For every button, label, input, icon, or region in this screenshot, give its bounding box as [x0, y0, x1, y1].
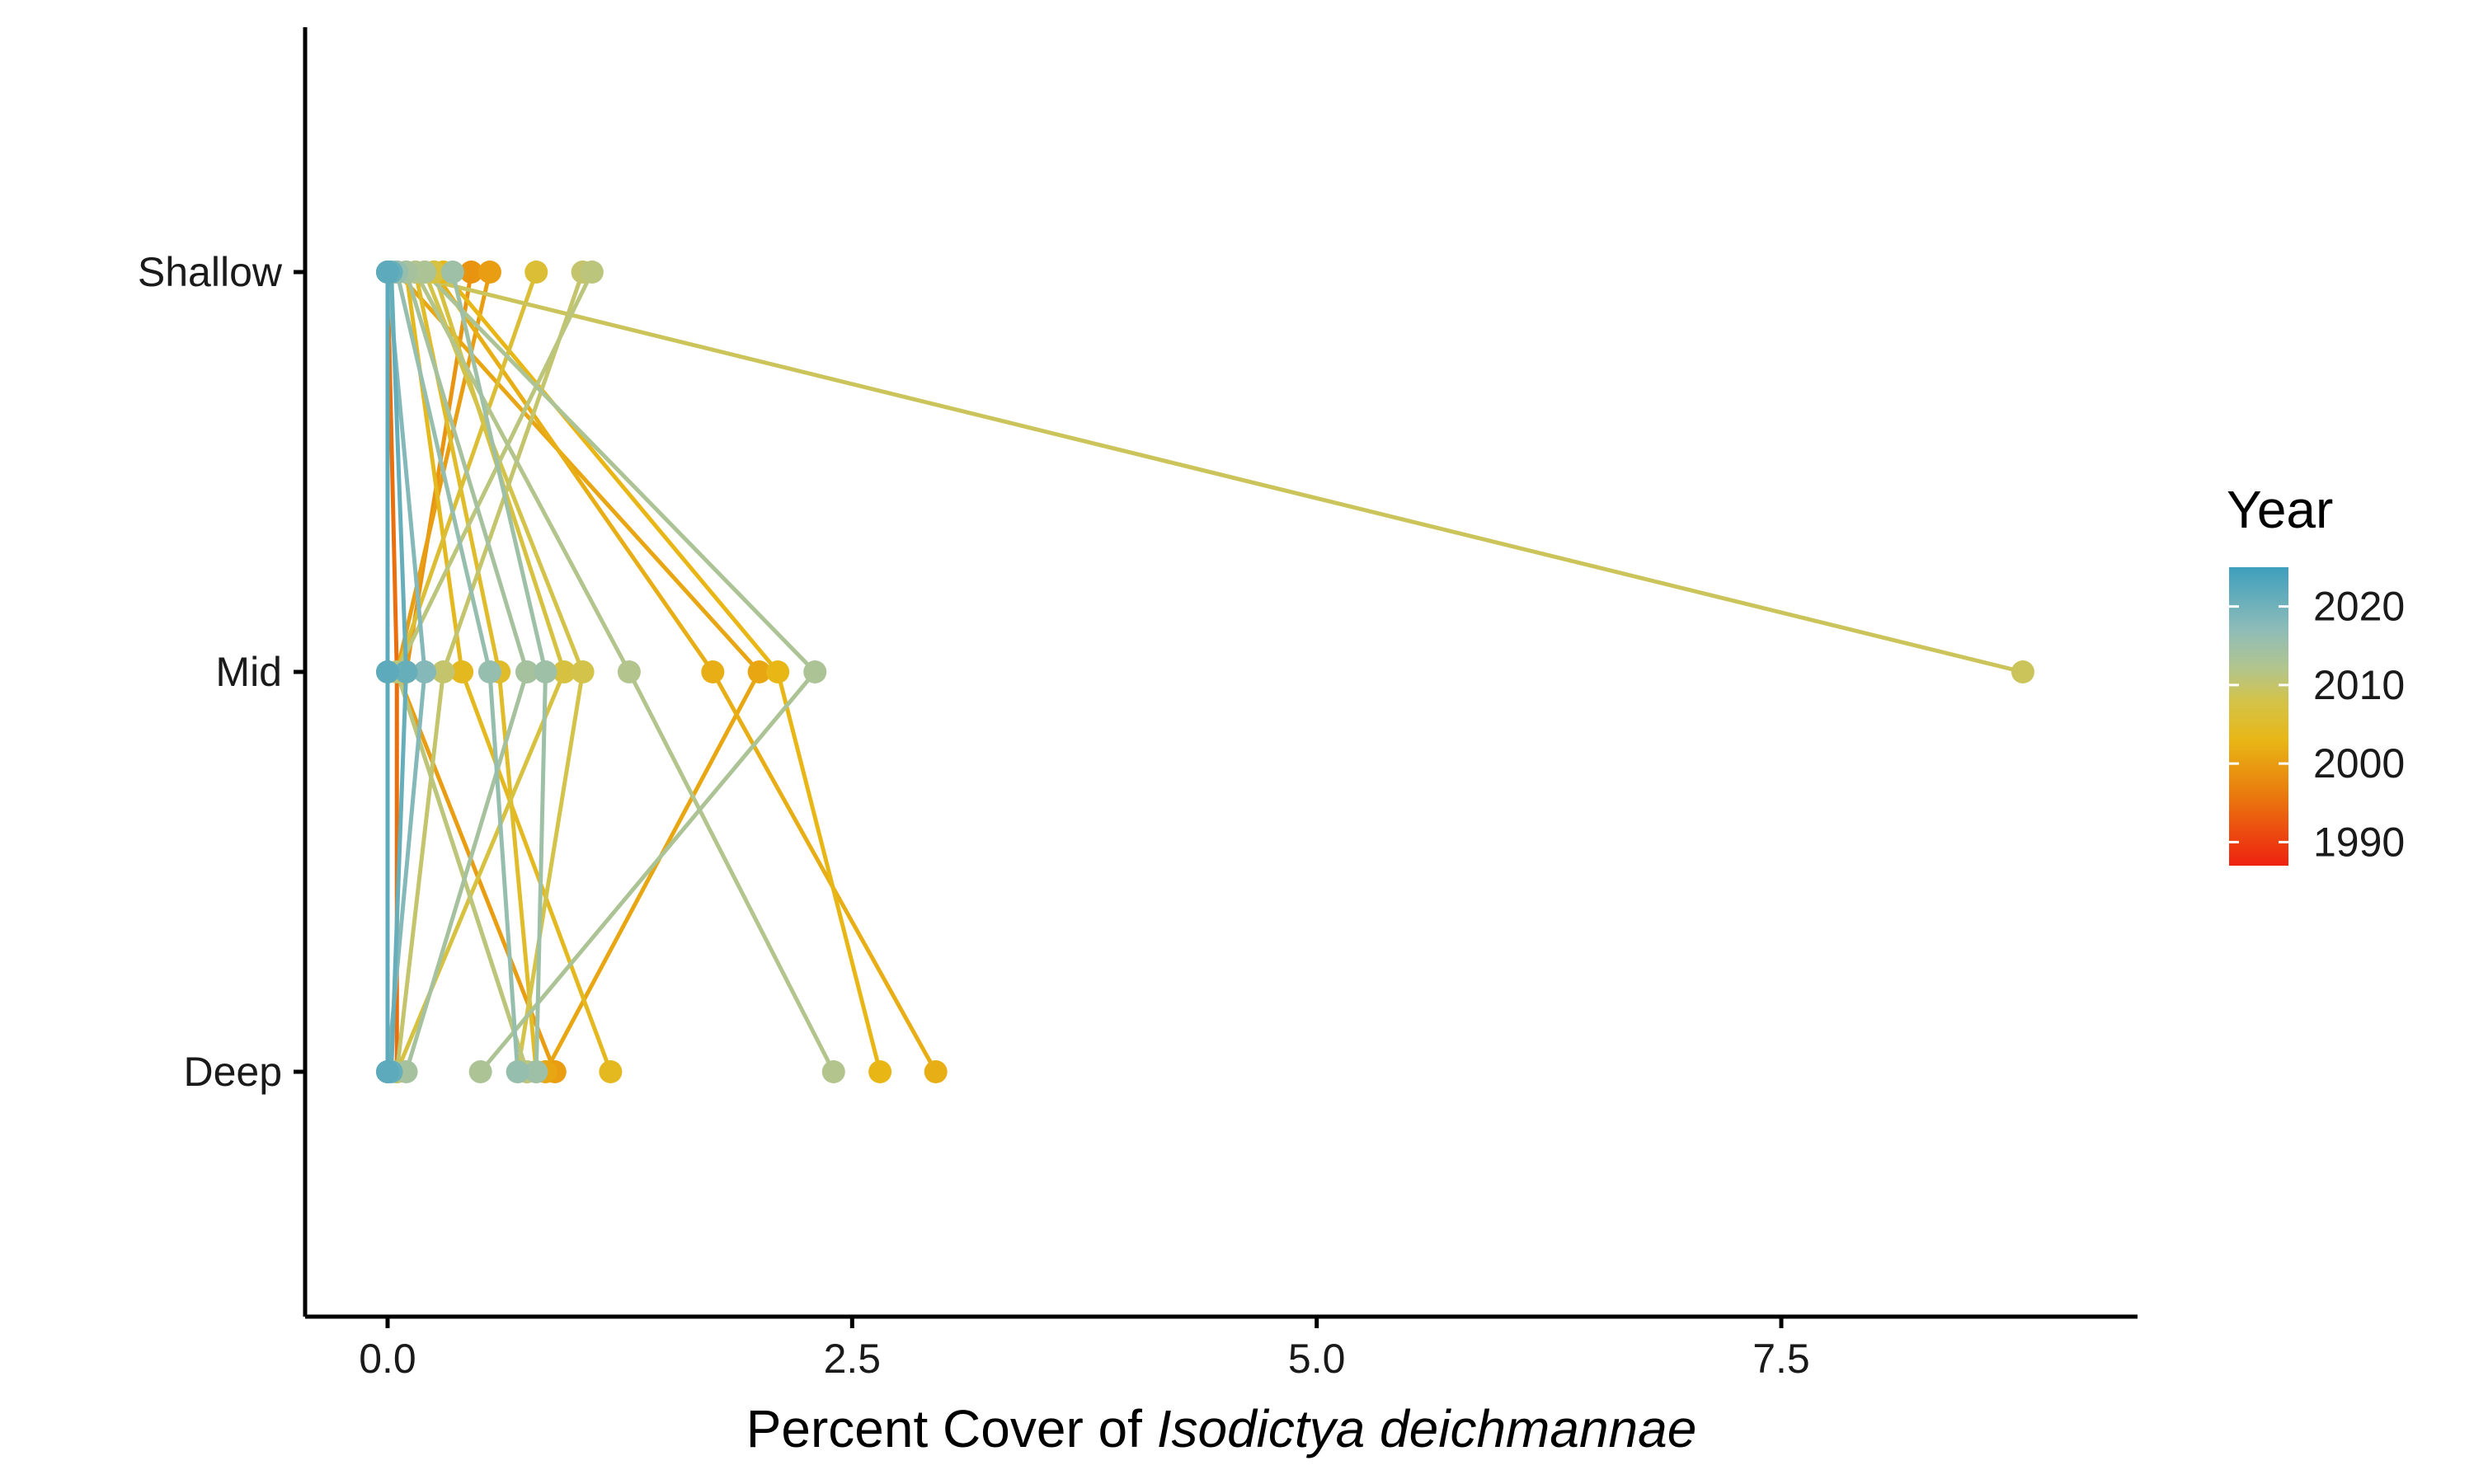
x-tick-label-3: 7.5	[1752, 1336, 1810, 1382]
data-point-1999-shallow	[459, 261, 483, 284]
data-point-2022-mid	[376, 660, 399, 683]
data-point-2001-mid	[747, 660, 771, 683]
data-point-2003-mid	[766, 660, 790, 683]
data-point-2013-deep	[468, 1060, 492, 1083]
data-point-2015-shallow	[440, 261, 464, 284]
x-tick-label-1: 2.5	[824, 1336, 882, 1382]
data-point-2015-mid	[534, 660, 557, 683]
legend-label-2000: 2000	[2313, 740, 2405, 787]
data-point-2011-shallow	[580, 261, 604, 284]
x-tick-label-2: 5.0	[1288, 1336, 1346, 1382]
data-point-2002-deep	[924, 1060, 948, 1083]
x-axis-title: Percent Cover of Isodictya deichmannae	[746, 1399, 1697, 1458]
x-axis-title-species: Isodictya deichmannae	[1157, 1399, 1697, 1458]
data-point-2002-mid	[701, 660, 725, 683]
series-line-2009	[396, 270, 2024, 674]
legend-label-1990: 1990	[2313, 819, 2405, 865]
data-point-2000-shallow	[477, 261, 501, 284]
y-tick-label-mid: Mid	[215, 649, 282, 695]
data-point-2022-shallow	[376, 261, 399, 284]
data-point-2022-deep	[376, 1060, 399, 1083]
data-point-2013-mid	[803, 660, 827, 683]
data-point-2012-deep	[821, 1060, 845, 1083]
legend-colorbar	[2229, 567, 2288, 866]
data-point-2014-mid	[515, 660, 539, 683]
y-tick-label-deep: Deep	[183, 1049, 282, 1095]
data-point-2016-mid	[477, 660, 501, 683]
data-point-2009-mid	[2011, 660, 2034, 683]
data-point-2004-deep	[599, 1060, 623, 1083]
x-tick-label-0: 0.0	[359, 1336, 416, 1382]
data-points	[376, 261, 2034, 1083]
data-point-2016-deep	[506, 1060, 529, 1083]
data-point-2008-mid	[571, 660, 595, 683]
data-point-2007-mid	[553, 660, 576, 683]
legend-ticks: 2020 2010 2000 1990	[2229, 584, 2405, 865]
data-point-2010-mid	[431, 660, 455, 683]
x-axis-title-prefix: Percent Cover of	[746, 1399, 1157, 1458]
data-point-2012-mid	[617, 660, 641, 683]
data-point-2021-mid	[394, 660, 418, 683]
y-tick-label-shallow: Shallow	[138, 249, 283, 295]
legend-label-2010: 2010	[2313, 662, 2405, 708]
legend-title: Year	[2227, 480, 2333, 539]
x-axis-ticks: 0.0 2.5 5.0 7.5	[359, 1317, 1810, 1382]
data-point-2004-mid	[450, 660, 474, 683]
legend-label-2020: 2020	[2313, 584, 2405, 630]
data-point-2015-deep	[524, 1060, 548, 1083]
data-point-2018-mid	[413, 660, 437, 683]
data-point-2013-shallow	[413, 261, 437, 284]
y-axis-ticks: Deep Mid Shallow	[138, 249, 305, 1095]
data-point-2003-deep	[868, 1060, 892, 1083]
legend: Year 2020 2010 2000 1990	[2227, 480, 2405, 866]
data-point-2006-shallow	[524, 261, 548, 284]
